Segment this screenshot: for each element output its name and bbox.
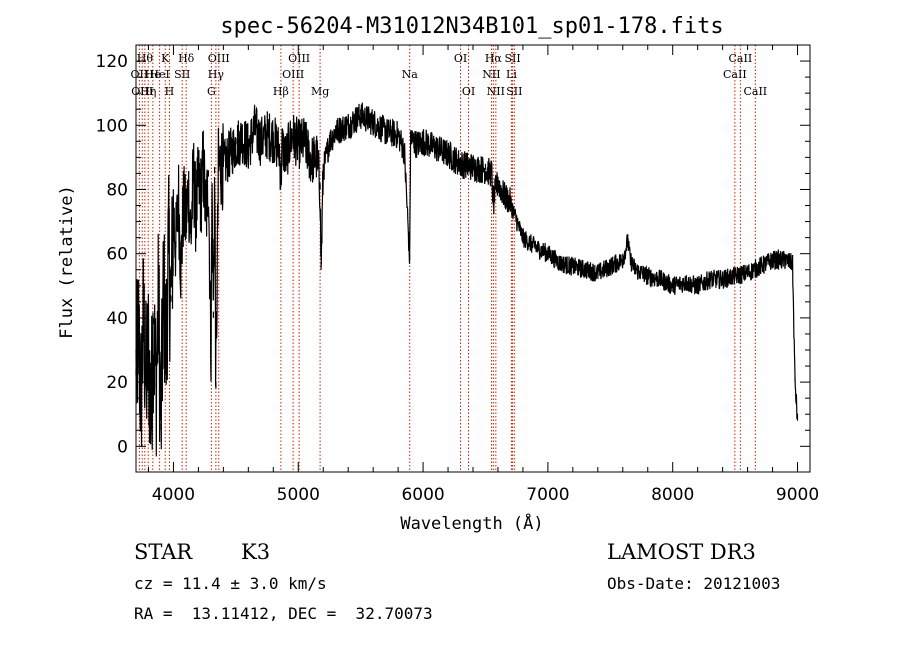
line-label: CaII	[723, 68, 747, 81]
y-tick-label: 60	[106, 245, 128, 265]
y-tick-label: 20	[106, 373, 128, 393]
line-label: Na	[402, 68, 419, 81]
line-label: Mg	[311, 85, 329, 98]
line-label: NII	[487, 85, 505, 98]
y-tick-label: 40	[106, 309, 128, 329]
line-label: Hη	[140, 85, 156, 98]
y-axis-ticks: 0 20 40 60 80 100 120	[96, 52, 810, 457]
x-tick-label: 5000	[277, 485, 320, 505]
x-tick-label: 9000	[776, 485, 819, 505]
line-label: OIII	[288, 52, 310, 65]
line-label: OI	[462, 85, 475, 98]
line-label: Hβ	[273, 85, 289, 98]
line-label: Hθ	[137, 52, 154, 65]
x-axis-label: Wavelength (Å)	[400, 512, 543, 534]
line-label: CaII	[729, 52, 753, 65]
line-label: SII	[174, 68, 190, 81]
y-tick-label: 0	[117, 437, 128, 457]
x-tick-label: 6000	[401, 485, 444, 505]
spectrum-chart: spec-56204-M31012N34B101_sp01-178.fits O…	[57, 14, 819, 534]
line-label: H	[165, 85, 175, 98]
spectral-line-markers	[138, 45, 756, 472]
redshift-velocity: cz = 11.4 ± 3.0 km/s	[134, 574, 327, 593]
line-label: OIII	[208, 52, 230, 65]
line-label: Hγ	[208, 68, 225, 81]
y-tick-label: 100	[96, 116, 128, 136]
observation-date: Obs-Date: 20121003	[607, 574, 781, 593]
x-tick-label: 7000	[526, 485, 569, 505]
line-label: NII	[482, 68, 500, 81]
line-label: Li	[506, 68, 517, 81]
line-label: OI	[454, 52, 467, 65]
line-label: OIII	[131, 85, 153, 98]
y-tick-label: 120	[96, 52, 128, 72]
line-label: SII	[504, 52, 520, 65]
x-tick-label: 4000	[152, 485, 195, 505]
spectrum-line	[135, 102, 799, 457]
object-subclass: K3	[241, 540, 271, 564]
x-tick-label: 8000	[651, 485, 694, 505]
line-label: Hδ	[178, 52, 195, 65]
line-label: Hα	[485, 52, 503, 65]
plot-frame	[135, 44, 811, 473]
line-label: SII	[506, 85, 522, 98]
line-label: CaII	[743, 85, 767, 98]
x-axis-ticks: 4000 5000 6000 7000 8000 9000	[147, 45, 819, 505]
object-class: STAR	[134, 540, 193, 564]
line-label: G	[207, 85, 216, 98]
y-axis-label: Flux (relative)	[57, 185, 77, 339]
line-label: K	[161, 52, 170, 65]
line-label: OII	[131, 68, 149, 81]
line-label: OIII	[282, 68, 304, 81]
sky-coordinates: RA = 13.11412, DEC = 32.70073	[134, 604, 433, 623]
survey-name: LAMOST DR3	[607, 540, 756, 564]
chart-title: spec-56204-M31012N34B101_sp01-178.fits	[220, 14, 723, 39]
y-tick-label: 80	[106, 180, 128, 200]
line-label: He	[145, 68, 161, 81]
line-label: HeI	[149, 68, 169, 81]
